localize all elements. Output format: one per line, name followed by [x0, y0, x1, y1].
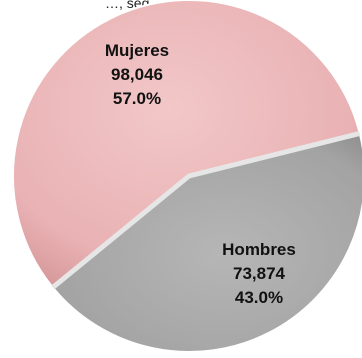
category-label-mujeres: Mujeres	[105, 41, 169, 60]
pie-slice-hombres	[51, 132, 362, 353]
value-label-hombres: 73,874	[233, 264, 286, 283]
slice-label-mujeres: Mujeres 98,046 57.0%	[105, 41, 169, 108]
percent-label-mujeres: 57.0%	[113, 89, 161, 108]
pie-slice-mujeres	[12, 0, 361, 289]
value-label-mujeres: 98,046	[111, 65, 163, 84]
top-caption: …, seg	[105, 0, 149, 11]
pie-slices	[12, 0, 362, 353]
category-label-hombres: Hombres	[222, 240, 296, 259]
slice-divider-bevel	[51, 130, 361, 290]
slice-label-hombres: Hombres 73,874 43.0%	[222, 240, 296, 307]
percent-label-hombres: 43.0%	[235, 288, 283, 307]
